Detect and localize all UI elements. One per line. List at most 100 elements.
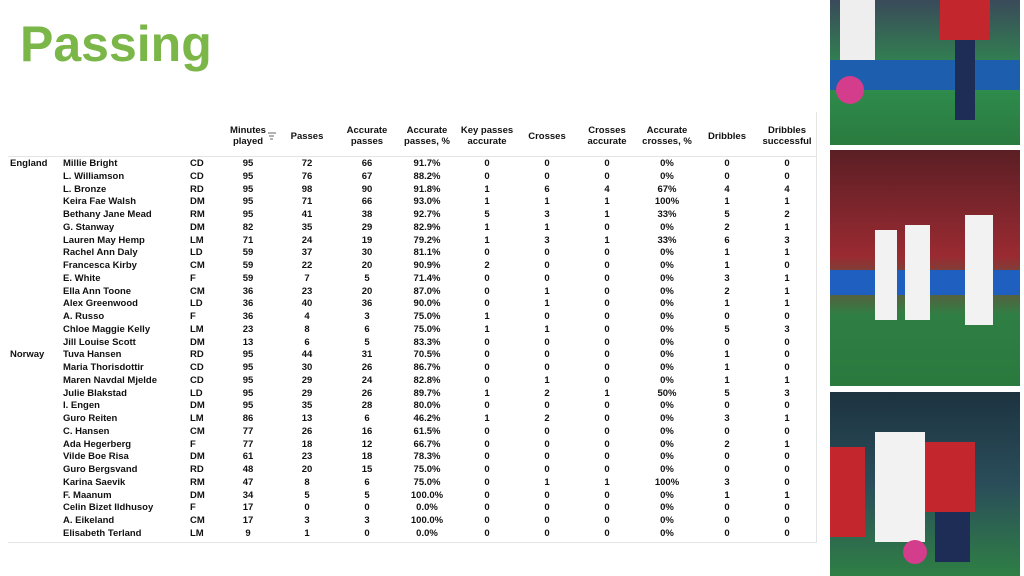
stat-value: 91.7%: [413, 158, 441, 169]
position: F: [190, 311, 196, 322]
stat-value: 36: [242, 311, 254, 322]
stat-value: 0: [604, 323, 610, 335]
stat-value: 1: [484, 221, 490, 233]
stat-value: 0: [484, 374, 490, 386]
stat-value: 48: [242, 464, 254, 475]
stat-value: 2: [484, 260, 490, 271]
stat-value: 3: [364, 311, 370, 322]
stat-value: 0: [724, 158, 730, 169]
player-name: L. Bronze: [63, 183, 107, 195]
stat-value: 0: [784, 451, 790, 463]
stat-value: 5: [364, 489, 370, 501]
stat-value: 66: [361, 196, 373, 208]
stat-value: 0: [784, 170, 790, 182]
stat-value: 95: [242, 387, 254, 399]
stat-value: 71: [301, 196, 313, 208]
player-name: Maren Navdal Mjelde: [63, 374, 157, 386]
stat-value: 3: [724, 476, 730, 488]
stat-value: 90.0%: [413, 298, 441, 310]
stat-value: 2: [724, 438, 730, 450]
stat-value: 95: [242, 170, 254, 182]
stat-value: 67: [361, 170, 373, 182]
stat-value: 34: [242, 489, 254, 501]
stat-value: 0: [724, 515, 730, 526]
stat-value: 1: [604, 387, 610, 399]
stat-value: 0%: [660, 438, 674, 450]
stat-value: 1: [484, 183, 490, 195]
stat-value: 24: [301, 234, 313, 246]
stat-value: 23: [242, 323, 254, 335]
stat-value: 0: [544, 425, 550, 437]
stat-value: 79.2%: [413, 234, 441, 246]
stat-value: 0%: [660, 323, 674, 335]
stat-value: 36: [242, 285, 254, 297]
stat-value: 28: [361, 400, 373, 412]
stat-value: 75.0%: [413, 323, 441, 335]
stat-value: 1: [784, 438, 790, 450]
stat-value: 36: [361, 298, 373, 310]
stat-value: 1: [724, 349, 730, 361]
stat-value: 67%: [657, 183, 677, 195]
stat-value: 2: [784, 209, 790, 220]
table: Minutes played Passes Accurate passes Accur…: [8, 112, 817, 543]
stat-value: 95: [242, 158, 254, 169]
position: LM: [190, 413, 204, 424]
position: DM: [190, 196, 205, 208]
stat-value: 15: [361, 464, 373, 475]
stat-value: 0: [544, 400, 550, 412]
stat-value: 0: [484, 247, 490, 259]
sort-icon[interactable]: [268, 132, 278, 140]
stat-value: 0: [484, 464, 490, 475]
stat-value: 0%: [660, 349, 674, 361]
stat-value: 75.0%: [413, 311, 441, 322]
position: LD: [190, 247, 203, 259]
stat-value: 77: [242, 425, 254, 437]
stat-value: 1: [484, 413, 490, 424]
stat-value: 0: [544, 170, 550, 182]
stat-value: 0%: [660, 502, 674, 514]
stat-value: 91.8%: [413, 183, 441, 195]
stat-value: 0: [724, 425, 730, 437]
stat-value: 8: [304, 323, 310, 335]
player-name: Ella Ann Toone: [63, 285, 132, 297]
stat-value: 16: [361, 425, 373, 437]
stat-value: 1: [544, 221, 550, 233]
stat-value: 1: [784, 221, 790, 233]
stat-value: 3: [304, 515, 310, 526]
column-header: Accurate passes, %: [404, 125, 450, 147]
position: RD: [190, 183, 204, 195]
position: RM: [190, 209, 205, 220]
stat-value: 1: [724, 260, 730, 271]
stat-value: 0: [724, 311, 730, 322]
position: RM: [190, 476, 205, 488]
stat-value: 0: [604, 311, 610, 322]
stat-value: 1: [604, 234, 610, 246]
position: DM: [190, 221, 205, 233]
stat-value: 8: [304, 476, 310, 488]
position: CM: [190, 425, 205, 437]
stat-value: 1: [484, 234, 490, 246]
stat-value: 86: [242, 413, 254, 424]
stat-value: 6: [364, 323, 370, 335]
stat-value: 18: [301, 438, 313, 450]
position: RD: [190, 349, 204, 361]
player-name: C. Hansen: [63, 425, 110, 437]
position: CM: [190, 260, 205, 271]
stat-value: 98: [301, 183, 313, 195]
stat-value: 29: [301, 374, 313, 386]
stat-value: 0: [484, 527, 490, 539]
stat-value: 33%: [657, 234, 677, 246]
stat-value: 20: [361, 285, 373, 297]
stat-value: 0%: [660, 413, 674, 424]
stat-value: 0: [544, 527, 550, 539]
stat-value: 1: [604, 196, 610, 208]
position: CM: [190, 515, 205, 526]
stat-value: 0: [544, 349, 550, 361]
stat-value: 88.2%: [413, 170, 441, 182]
player-name: Lauren May Hemp: [63, 234, 145, 246]
stat-value: 13: [301, 413, 313, 424]
stat-value: 1: [784, 285, 790, 297]
stat-value: 0: [724, 336, 730, 348]
stat-value: 0%: [660, 400, 674, 412]
stat-value: 30: [301, 362, 313, 373]
